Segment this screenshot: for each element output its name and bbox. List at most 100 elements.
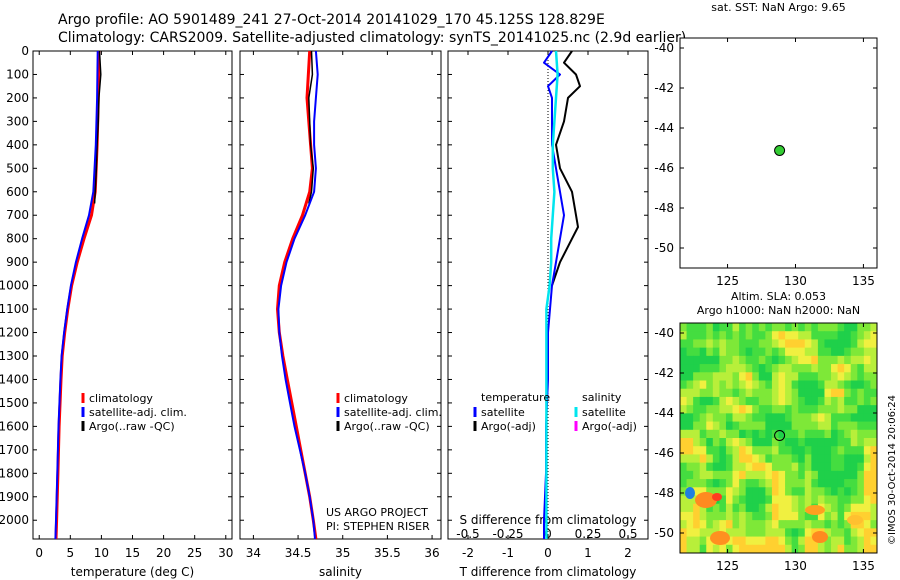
heatmap-cell xyxy=(706,380,714,390)
heatmap-cell xyxy=(811,331,819,340)
heatmap-cell xyxy=(837,429,845,439)
heatmap-cell xyxy=(837,413,845,423)
heatmap-cell xyxy=(706,446,714,455)
heatmap-cell xyxy=(850,438,858,447)
heatmap-cell xyxy=(693,479,701,488)
heatmap-cell xyxy=(706,520,714,529)
heatmap-cell xyxy=(785,323,793,332)
heatmap-cell xyxy=(752,454,760,464)
x-tick-label: 1 xyxy=(584,546,592,560)
heatmap-cell xyxy=(817,438,825,447)
heatmap-cell xyxy=(758,503,766,513)
heatmap-cell xyxy=(765,405,773,414)
heatmap-cell xyxy=(745,413,753,423)
heatmap-cell xyxy=(850,355,858,365)
heatmap-cell xyxy=(712,520,720,529)
heatmap-cell xyxy=(863,421,871,431)
heatmap-cell xyxy=(765,339,773,349)
heatmap-cell xyxy=(785,495,793,505)
y-tick-label: -48 xyxy=(654,486,674,500)
heatmap-cell xyxy=(831,511,839,521)
heatmap-cell xyxy=(811,544,819,554)
heatmap-cell xyxy=(693,413,701,423)
heatmap-cell xyxy=(712,396,720,406)
heatmap-cell xyxy=(719,396,727,406)
heatmap-cell xyxy=(732,446,740,455)
heatmap-cell xyxy=(712,438,720,447)
heatmap-cell xyxy=(739,331,747,340)
heatmap-cell xyxy=(706,429,714,439)
heatmap-cell xyxy=(804,470,812,480)
heatmap-cell xyxy=(798,339,806,349)
heatmap-cell xyxy=(831,347,839,357)
heatmap-cell xyxy=(791,454,799,464)
argo-location-marker xyxy=(774,145,786,156)
heatmap-cell xyxy=(745,421,753,431)
heatmap-cell xyxy=(831,421,839,431)
heatmap-cell xyxy=(785,544,793,554)
heatmap-cell xyxy=(837,421,845,431)
heatmap-cell xyxy=(778,388,786,398)
heatmap-cell xyxy=(850,544,858,554)
heatmap-cell xyxy=(778,323,786,332)
heatmap-cell xyxy=(785,413,793,423)
heatmap-cell xyxy=(857,495,865,505)
heatmap-cell xyxy=(824,520,832,529)
heatmap-cell xyxy=(785,520,793,529)
heatmap-cell xyxy=(771,536,779,546)
heatmap-cell xyxy=(863,355,871,365)
heatmap-cell xyxy=(785,347,793,357)
heatmap-cell xyxy=(680,462,688,472)
heatmap-cell xyxy=(870,405,878,414)
heatmap-cell xyxy=(693,421,701,431)
heatmap-cell xyxy=(837,536,845,546)
heatmap-blob xyxy=(847,515,863,525)
heatmap-cell xyxy=(706,487,714,496)
heatmap-cell xyxy=(725,405,734,414)
heatmap-cell xyxy=(791,405,799,414)
heatmap-cell xyxy=(798,421,806,431)
heatmap-cell xyxy=(706,421,714,431)
x-tick-label: 0 xyxy=(35,546,43,560)
heatmap-cell xyxy=(785,364,793,373)
heatmap-cell xyxy=(686,372,694,381)
heatmap-cell xyxy=(785,388,793,398)
x-tick-label: 30 xyxy=(218,546,233,560)
heatmap-cell xyxy=(863,536,871,546)
heatmap-cell xyxy=(857,347,865,357)
heatmap-cell xyxy=(745,429,753,439)
heatmap-cell xyxy=(686,520,694,529)
heatmap-cell xyxy=(758,429,766,439)
heatmap-cell xyxy=(791,396,799,406)
heatmap-cell xyxy=(837,462,845,472)
heatmap-cell xyxy=(771,520,779,529)
heatmap-cell xyxy=(725,421,734,431)
y-tick-label: 400 xyxy=(6,138,29,152)
heatmap-cell xyxy=(798,396,806,406)
heatmap-cell xyxy=(680,438,688,447)
heatmap-cell xyxy=(831,446,839,455)
heatmap-cell xyxy=(699,470,707,480)
heatmap-cell xyxy=(745,388,753,398)
heatmap-cell xyxy=(824,462,832,472)
heatmap-cell xyxy=(785,479,793,488)
heatmap-cell xyxy=(739,454,747,464)
heatmap-cell xyxy=(785,429,793,439)
heatmap-cell xyxy=(817,544,825,554)
heatmap-cell xyxy=(804,372,812,381)
heatmap-cell xyxy=(752,413,760,423)
heatmap-cell xyxy=(693,470,701,480)
heatmap-cell xyxy=(844,536,852,546)
satellite-line xyxy=(277,50,319,540)
heatmap-cell xyxy=(699,528,707,538)
heatmap-cell xyxy=(863,446,871,455)
heatmap-cell xyxy=(758,323,766,332)
heatmap-cell xyxy=(693,405,701,414)
heatmap-cell xyxy=(745,364,753,373)
heatmap-cell xyxy=(798,429,806,439)
heatmap-cell xyxy=(725,487,734,496)
heatmap-cell xyxy=(719,446,727,455)
heatmap-cell xyxy=(857,536,865,546)
heatmap-cell xyxy=(752,355,760,365)
heatmap-cell xyxy=(680,339,688,349)
